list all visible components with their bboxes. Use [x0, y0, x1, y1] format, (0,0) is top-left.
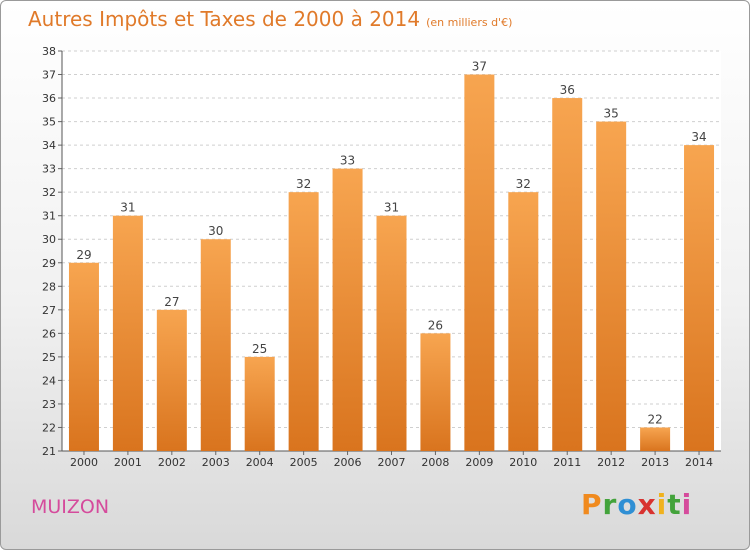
bar-value-label: 31	[384, 201, 399, 215]
town-name: MUIZON	[31, 496, 110, 518]
y-tick-label: 29	[42, 257, 56, 270]
y-tick-label: 33	[42, 163, 56, 176]
bar-value-label: 33	[340, 154, 355, 168]
x-tick-label: 2011	[553, 456, 581, 469]
bar-value-label: 29	[76, 248, 91, 262]
bar	[552, 98, 583, 451]
bar-value-label: 37	[472, 60, 487, 74]
bar-value-label: 32	[296, 177, 311, 191]
x-tick-label: 2012	[597, 456, 625, 469]
bar-value-label: 30	[208, 224, 223, 238]
bar	[464, 74, 495, 451]
bar-value-label: 32	[516, 177, 531, 191]
proxiti-logo: Proxiti	[581, 488, 693, 521]
y-tick-label: 35	[42, 116, 56, 129]
x-tick-label: 2006	[334, 456, 362, 469]
bar-value-label: 22	[647, 412, 662, 426]
x-tick-label: 2000	[70, 456, 98, 469]
x-tick-label: 2004	[246, 456, 274, 469]
bar	[508, 192, 539, 452]
bar	[156, 309, 187, 451]
x-tick-label: 2009	[465, 456, 493, 469]
bar-value-label: 27	[164, 295, 179, 309]
y-tick-label: 22	[42, 421, 56, 434]
bar	[112, 215, 143, 451]
y-tick-label: 31	[42, 210, 56, 223]
x-tick-label: 2013	[641, 456, 669, 469]
bar	[640, 427, 671, 451]
y-tick-label: 34	[42, 139, 56, 152]
bar	[420, 333, 451, 451]
y-tick-label: 27	[42, 304, 56, 317]
x-tick-label: 2008	[421, 456, 449, 469]
bar-value-label: 36	[560, 83, 575, 97]
y-tick-label: 26	[42, 327, 56, 340]
x-tick-label: 2001	[114, 456, 142, 469]
bar	[332, 168, 363, 451]
y-tick-label: 38	[42, 45, 56, 58]
bar	[684, 145, 715, 451]
x-tick-label: 2010	[509, 456, 537, 469]
x-tick-label: 2002	[158, 456, 186, 469]
bar-value-label: 26	[428, 318, 443, 332]
x-tick-label: 2014	[685, 456, 713, 469]
bar-value-label: 34	[691, 130, 706, 144]
bar	[288, 192, 319, 452]
y-tick-label: 23	[42, 398, 56, 411]
chart-title-text: Autres Impôts et Taxes de 2000 à 2014	[28, 7, 421, 31]
bar	[200, 239, 231, 451]
y-tick-label: 21	[42, 445, 56, 458]
bar	[596, 121, 627, 452]
y-tick-label: 32	[42, 186, 56, 199]
y-tick-label: 36	[42, 92, 56, 105]
y-tick-label: 25	[42, 351, 56, 364]
y-tick-label: 28	[42, 280, 56, 293]
x-tick-label: 2003	[202, 456, 230, 469]
bar	[376, 215, 407, 451]
bar-value-label: 35	[604, 107, 619, 121]
y-tick-label: 30	[42, 233, 56, 246]
bar	[68, 262, 99, 451]
chart-unit: (en milliers d'€)	[426, 16, 513, 29]
x-tick-label: 2007	[378, 456, 406, 469]
bar	[244, 356, 275, 451]
y-tick-label: 24	[42, 374, 56, 387]
x-tick-label: 2005	[290, 456, 318, 469]
bar-value-label: 31	[120, 201, 135, 215]
bar-value-label: 25	[252, 342, 267, 356]
chart-title: Autres Impôts et Taxes de 2000 à 2014 (en…	[28, 7, 512, 31]
y-tick-label: 37	[42, 69, 56, 82]
